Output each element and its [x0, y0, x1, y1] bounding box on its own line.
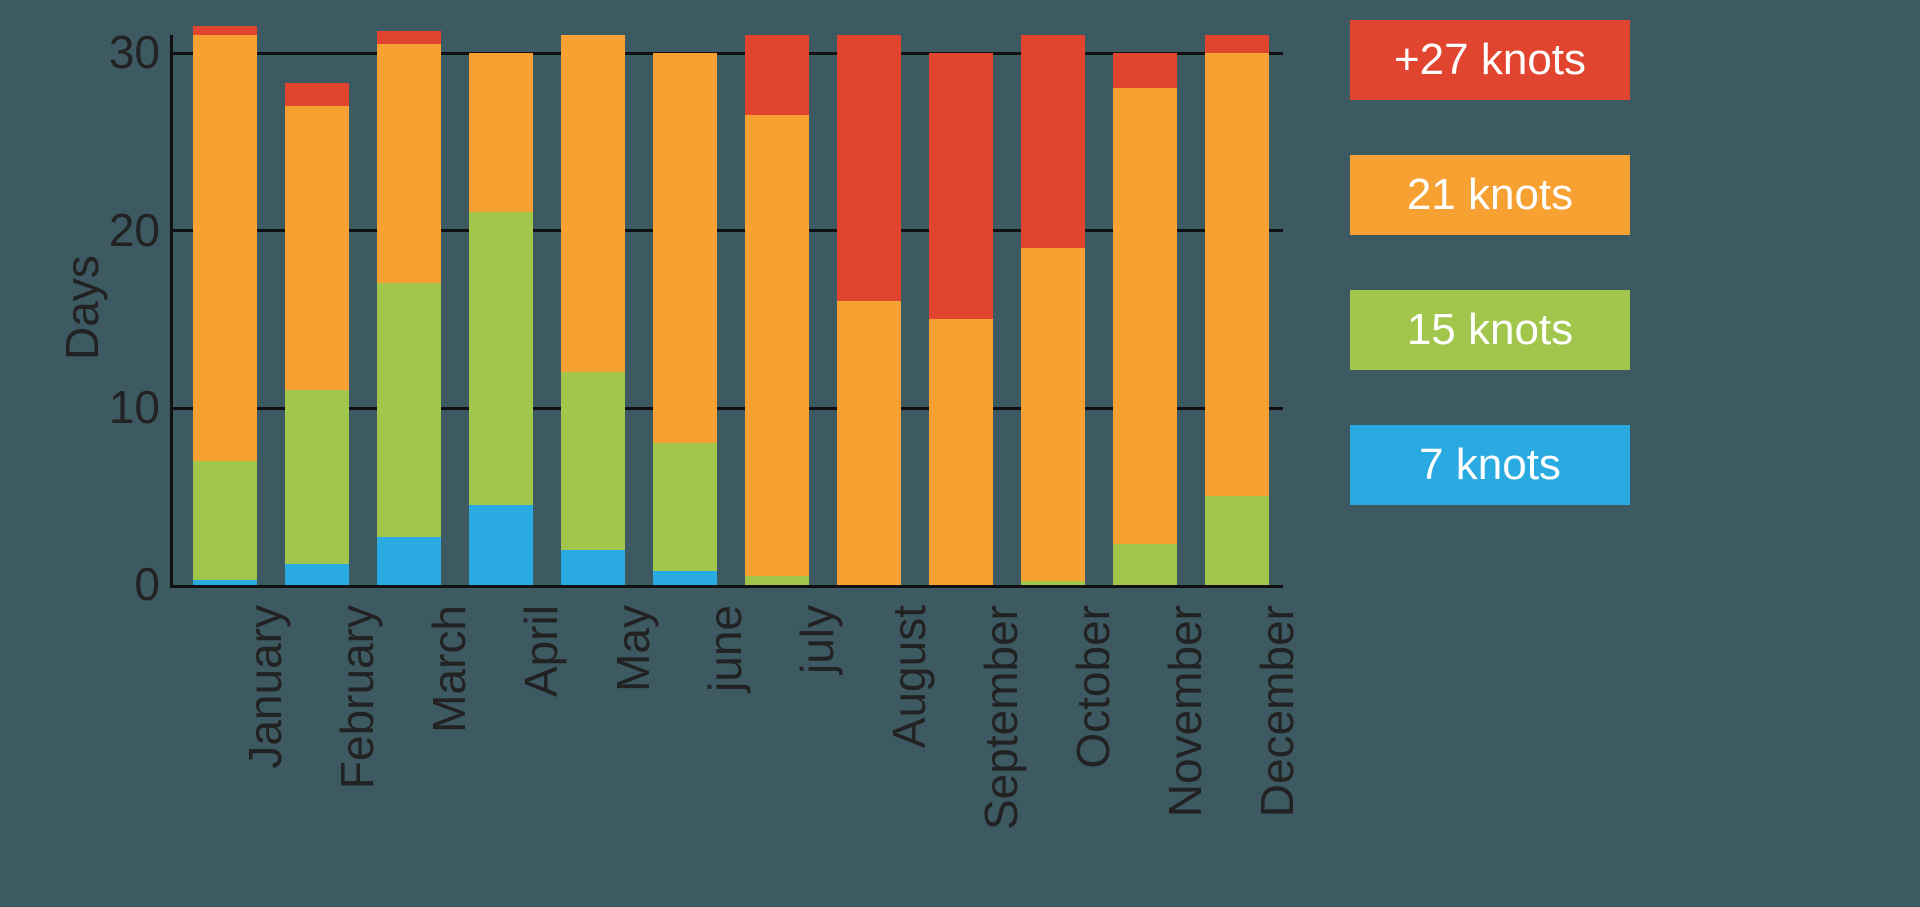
- bar-segment-k7: [469, 505, 533, 585]
- bar-segment-k15: [1205, 496, 1269, 585]
- bar-column: [929, 53, 993, 585]
- plot-area: [170, 35, 1283, 588]
- y-axis-label: Days: [55, 255, 109, 360]
- bar-segment-k15: [377, 283, 441, 537]
- bar-segment-k15: [285, 390, 349, 564]
- bar-segment-k21: [377, 44, 441, 284]
- x-tick-label: March: [422, 605, 476, 885]
- bar-segment-k21: [745, 115, 809, 576]
- x-tick-label: May: [606, 605, 660, 885]
- bar-column: [745, 35, 809, 585]
- bar-segment-k15: [561, 372, 625, 549]
- x-tick-label: December: [1250, 605, 1304, 885]
- bar-segment-k7: [285, 564, 349, 585]
- bar-segment-k21: [1113, 88, 1177, 544]
- bar-segment-k21: [561, 35, 625, 372]
- x-tick-label: November: [1158, 605, 1212, 885]
- bar-segment-k27: [285, 83, 349, 106]
- bar-segment-k7: [377, 537, 441, 585]
- bar-segment-k21: [837, 301, 901, 585]
- x-tick-label: August: [882, 605, 936, 885]
- x-tick-label: September: [974, 605, 1028, 885]
- bar-segment-k27: [1113, 53, 1177, 88]
- bar-segment-k27: [1205, 35, 1269, 53]
- bar-column: [1021, 35, 1085, 585]
- y-tick-label: 20: [100, 203, 160, 257]
- bar-segment-k7: [653, 571, 717, 585]
- x-tick-label: January: [238, 605, 292, 885]
- bar-segment-k27: [1021, 35, 1085, 248]
- bar-column: [837, 35, 901, 585]
- bar-segment-k27: [929, 53, 993, 319]
- x-tick-label: October: [1066, 605, 1120, 885]
- legend-item: 15 knots: [1350, 290, 1630, 370]
- bar-segment-k21: [285, 106, 349, 390]
- bar-segment-k15: [193, 461, 257, 580]
- bar-segment-k27: [193, 26, 257, 35]
- bar-segment-k15: [745, 576, 809, 585]
- bar-column: [193, 26, 257, 585]
- bar-segment-k21: [469, 53, 533, 213]
- bar-column: [1113, 53, 1177, 585]
- bar-segment-k27: [377, 31, 441, 43]
- chart-page: Days 0 10 20 30 January February March April Ma…: [0, 0, 1920, 907]
- x-tick-label: April: [514, 605, 568, 885]
- bar-column: [285, 83, 349, 585]
- legend-item: 7 knots: [1350, 425, 1630, 505]
- bar-segment-k21: [1021, 248, 1085, 582]
- bar-segment-k15: [1021, 581, 1085, 585]
- bar-segment-k21: [929, 319, 993, 585]
- bar-segment-k21: [193, 35, 257, 461]
- bar-segment-k27: [837, 35, 901, 301]
- bar-segment-k27: [745, 35, 809, 115]
- bar-segment-k7: [561, 550, 625, 585]
- bar-segment-k21: [653, 53, 717, 443]
- bar-column: [653, 53, 717, 585]
- bar-column: [377, 31, 441, 585]
- legend-item: 21 knots: [1350, 155, 1630, 235]
- bars-container: [173, 35, 1283, 585]
- x-tick-label: july: [790, 605, 844, 885]
- x-tick-label: February: [330, 605, 384, 885]
- bar-segment-k7: [193, 580, 257, 585]
- bar-column: [1205, 35, 1269, 585]
- bar-column: [561, 35, 625, 585]
- y-tick-label: 30: [100, 25, 160, 79]
- y-tick-label: 10: [100, 380, 160, 434]
- bar-segment-k15: [469, 212, 533, 505]
- bar-segment-k15: [653, 443, 717, 571]
- bar-column: [469, 53, 533, 585]
- y-tick-label: 0: [100, 557, 160, 611]
- legend: +27 knots 21 knots 15 knots 7 knots: [1350, 20, 1630, 560]
- legend-item: +27 knots: [1350, 20, 1630, 100]
- bar-segment-k21: [1205, 53, 1269, 497]
- bar-segment-k15: [1113, 544, 1177, 585]
- x-tick-label: june: [698, 605, 752, 885]
